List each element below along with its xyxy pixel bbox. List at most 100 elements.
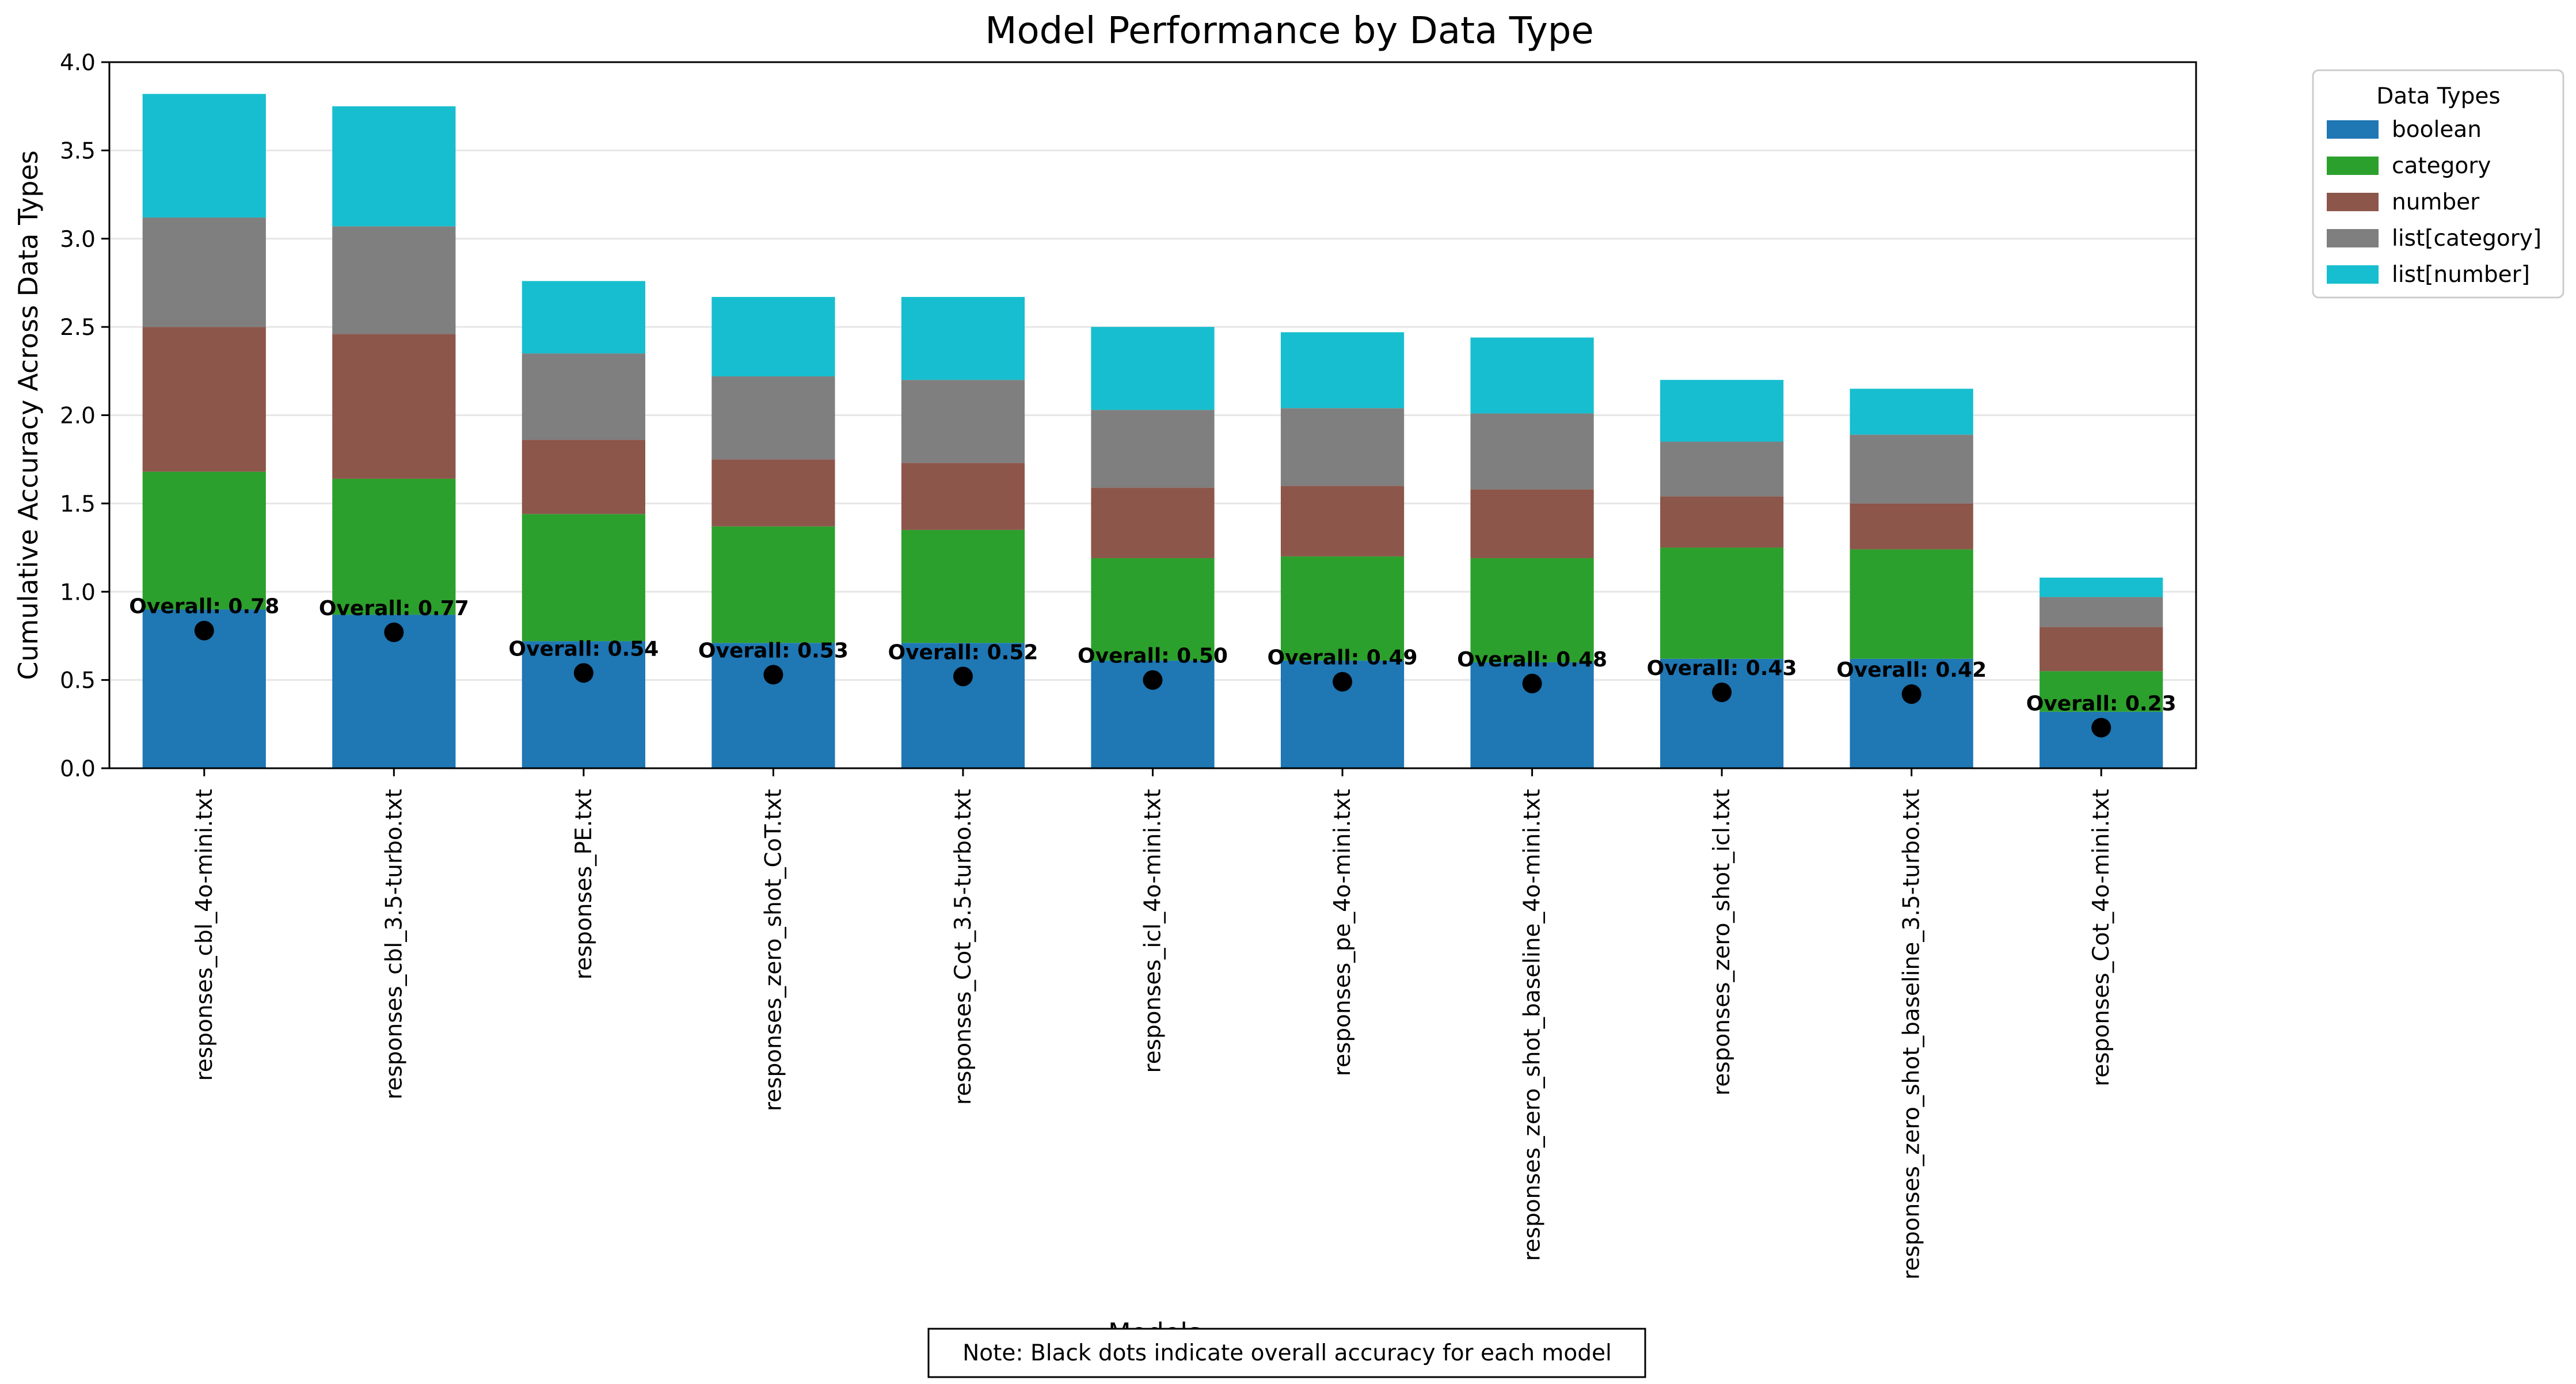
- x-tick-label: responses_cbl_3.5-turbo.txt: [381, 789, 407, 1100]
- bar-segment-list-category: [2040, 597, 2163, 627]
- x-tick-label: responses_Cot_4o-mini.txt: [2088, 789, 2114, 1086]
- bar-segment-list-number: [522, 281, 645, 354]
- bar-segment-number: [901, 463, 1025, 530]
- bar-segment-boolean: [522, 641, 645, 768]
- bar-segment-boolean: [711, 643, 835, 768]
- legend: Data Types boolean category number list[cat…: [2312, 69, 2564, 299]
- bar-segment-list-number: [1660, 380, 1784, 442]
- bar-segment-category: [1091, 558, 1215, 661]
- bar-segment-list-number: [1470, 337, 1594, 414]
- bar-segment-category: [2040, 671, 2163, 712]
- bar-segment-number: [1280, 486, 1405, 556]
- bar-segment-list-number: [2040, 577, 2163, 597]
- y-tick-label: 0.0: [60, 756, 96, 782]
- overall-label: Overall: 0.54: [508, 637, 659, 661]
- bar-segment-number: [2040, 627, 2163, 672]
- bar-segment-list-category: [142, 217, 266, 327]
- bar-segment-category: [522, 514, 645, 642]
- bar-segment-list-category: [1280, 408, 1405, 486]
- x-tick-label: responses_PE.txt: [571, 789, 597, 979]
- y-tick-label: 3.0: [60, 227, 96, 253]
- overall-dot: [2091, 718, 2111, 738]
- bar-segment-number: [142, 327, 266, 472]
- overall-dot: [1333, 672, 1353, 692]
- bar-segment-category: [711, 526, 835, 643]
- overall-label: Overall: 0.52: [888, 640, 1038, 664]
- bar-segment-number: [1091, 487, 1215, 558]
- overall-label: Overall: 0.77: [319, 597, 469, 620]
- legend-label: list[category]: [2392, 226, 2541, 251]
- bars: [142, 94, 2163, 768]
- chart-title: Model Performance by Data Type: [985, 10, 1593, 52]
- bar-segment-list-number: [1091, 327, 1215, 410]
- bar-segment-category: [332, 478, 456, 615]
- overall-label: Overall: 0.53: [698, 639, 848, 662]
- bar-segment-list-category: [1660, 441, 1784, 497]
- overall-label: Overall: 0.42: [1836, 658, 1987, 682]
- y-tick-label: 2.0: [60, 403, 96, 429]
- bar-segment-number: [1850, 503, 1973, 550]
- legend-title: Data Types: [2376, 83, 2500, 109]
- bar-segment-list-number: [142, 94, 266, 218]
- overall-dot: [573, 663, 593, 683]
- legend-items: boolean category number list[category] list[…: [2327, 117, 2541, 288]
- note-frame: [927, 1328, 1646, 1378]
- y-tick-label: 0.5: [60, 668, 96, 694]
- legend-label: boolean: [2392, 117, 2482, 143]
- bar-segment-list-number: [711, 296, 835, 377]
- overall-dot: [1712, 683, 1732, 703]
- x-tick-label: responses_pe_4o-mini.txt: [1330, 789, 1356, 1076]
- note-box: Note: Black dots indicate overall accura…: [927, 1328, 1646, 1378]
- legend-swatch: [2327, 157, 2379, 175]
- overall-label: Overall: 0.50: [1078, 645, 1228, 668]
- y-tick-label: 3.5: [60, 138, 96, 164]
- legend-swatch: [2327, 229, 2379, 247]
- bar-segment-list-number: [1850, 388, 1973, 435]
- bar-segment-boolean: [1850, 658, 1973, 768]
- bar-segment-list-category: [1091, 410, 1215, 488]
- bar-segment-number: [522, 440, 645, 514]
- overall-dot: [1143, 670, 1163, 690]
- overall-label: Overall: 0.43: [1647, 657, 1797, 680]
- y-tick-label: 1.5: [60, 491, 96, 517]
- bar-segment-category: [1280, 556, 1405, 661]
- x-tick-label: responses_icl_4o-mini.txt: [1140, 789, 1166, 1073]
- bar-segment-list-category: [1850, 434, 1973, 504]
- bar-segment-boolean: [901, 643, 1025, 768]
- x-tick-label: responses_zero_shot_icl.txt: [1709, 789, 1735, 1096]
- note-text: Note: Black dots indicate overall accura…: [962, 1340, 1612, 1366]
- bar-segment-category: [1850, 549, 1973, 659]
- bar-segment-category: [142, 471, 266, 609]
- overall-dot: [194, 620, 214, 640]
- overall-label: Overall: 0.49: [1268, 646, 1418, 670]
- bar-segment-number: [711, 459, 835, 527]
- overall-dot: [1522, 673, 1542, 693]
- bar-segment-list-category: [522, 353, 645, 440]
- legend-label: category: [2392, 153, 2491, 179]
- bar-segment-category: [1660, 547, 1784, 659]
- overall-label: Overall: 0.78: [129, 595, 279, 619]
- y-axis-label: Cumulative Accuracy Across Data Types: [13, 150, 44, 680]
- y-tick-label: 2.5: [60, 315, 96, 341]
- bar-segment-list-number: [332, 106, 456, 227]
- bar-segment-number: [332, 334, 456, 479]
- bar-segment-list-number: [901, 296, 1025, 380]
- overall-dot: [384, 622, 404, 642]
- overall-dot: [763, 665, 783, 685]
- axes: 0.0 0.5 1.0 1.5 2.0 2.5 3.0 3.5 4.0 responses_cbl…: [60, 50, 2197, 1280]
- overall-dot: [953, 666, 973, 687]
- bar-segment-boolean: [1660, 658, 1784, 768]
- bar-segment-list-category: [1470, 413, 1594, 490]
- bar-segment-category: [901, 529, 1025, 643]
- bar-segment-number: [1660, 496, 1784, 548]
- x-tick-label: responses_zero_shot_baseline_4o-mini.txt: [1520, 789, 1546, 1261]
- bar-segment-number: [1470, 489, 1594, 558]
- y-tick-label: 4.0: [60, 50, 96, 76]
- plot-frame: [108, 61, 2197, 769]
- overall-label: Overall: 0.48: [1457, 648, 1607, 672]
- y-tick-label: 1.0: [60, 579, 96, 605]
- bar-segment-list-category: [901, 380, 1025, 463]
- legend-label: list[number]: [2392, 262, 2530, 288]
